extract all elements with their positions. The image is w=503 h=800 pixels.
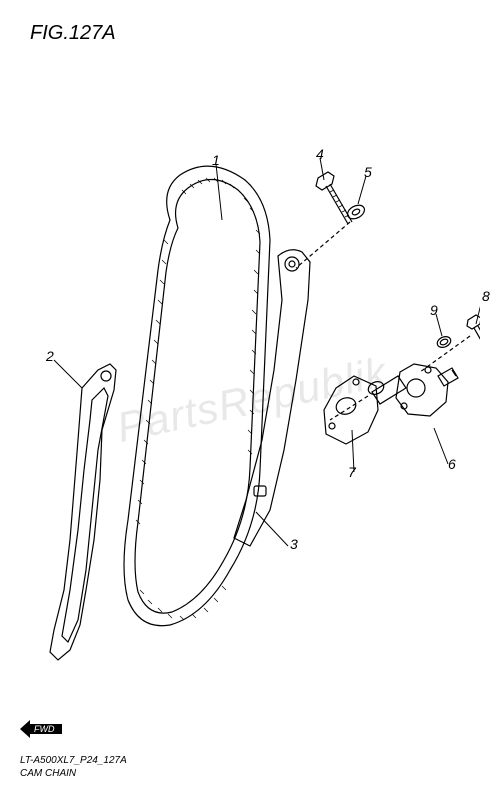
bolt: [316, 172, 352, 224]
figure-name: CAM CHAIN: [20, 767, 127, 780]
cam-chain: [124, 166, 270, 626]
callout-5: 5: [364, 164, 372, 180]
callout-4: 4: [316, 146, 324, 162]
fwd-arrow-badge: FWD: [20, 718, 64, 740]
model-code: LT-A500XL7_P24_127A: [20, 754, 127, 767]
callout-7: 7: [348, 464, 356, 480]
fwd-text: FWD: [34, 724, 55, 734]
callout-2: 2: [46, 348, 54, 364]
callout-1: 1: [212, 152, 220, 168]
figure-footer: LT-A500XL7_P24_127A CAM CHAIN: [20, 754, 127, 780]
tensioner-arm: [234, 250, 310, 546]
callout-3: 3: [290, 536, 298, 552]
bolt-small: [467, 315, 480, 342]
washer: [345, 202, 367, 221]
parts-diagram: 1 2 3 4 5 6 7 8 9: [20, 70, 480, 690]
callout-6: 6: [448, 456, 456, 472]
callout-8: 8: [482, 288, 490, 304]
o-ring: [436, 335, 453, 350]
chain-guide: [50, 364, 116, 660]
tensioner-adjuster: [366, 364, 458, 416]
figure-title: FIG.127A: [30, 22, 116, 45]
callout-9: 9: [430, 302, 438, 318]
